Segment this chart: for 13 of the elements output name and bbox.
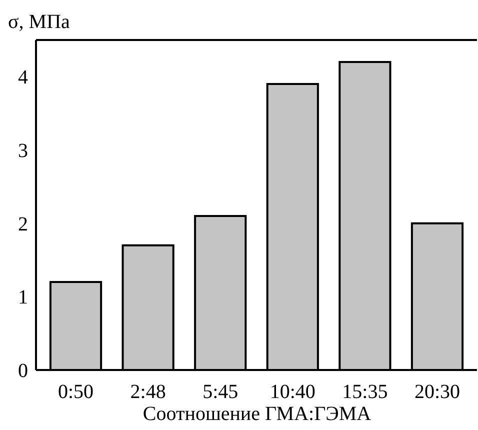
y-tick-label: 4 <box>18 66 28 89</box>
y-axis-title: σ, МПа <box>8 11 70 33</box>
x-axis-title: Соотношение ГМА:ГЭМА <box>142 403 372 425</box>
x-tick-label: 0:50 <box>58 381 94 403</box>
x-tick-label: 20:30 <box>414 381 460 403</box>
y-tick-label: 3 <box>18 140 28 162</box>
x-tick-label: 15:35 <box>342 381 388 403</box>
x-tick-label: 2:48 <box>130 381 166 403</box>
y-tick-label: 2 <box>18 213 28 236</box>
y-tick-label: 0 <box>18 360 28 382</box>
x-tick-label: 5:45 <box>202 381 238 403</box>
x-tick-label: 10:40 <box>270 381 316 403</box>
y-tick-label: 1 <box>18 286 28 309</box>
